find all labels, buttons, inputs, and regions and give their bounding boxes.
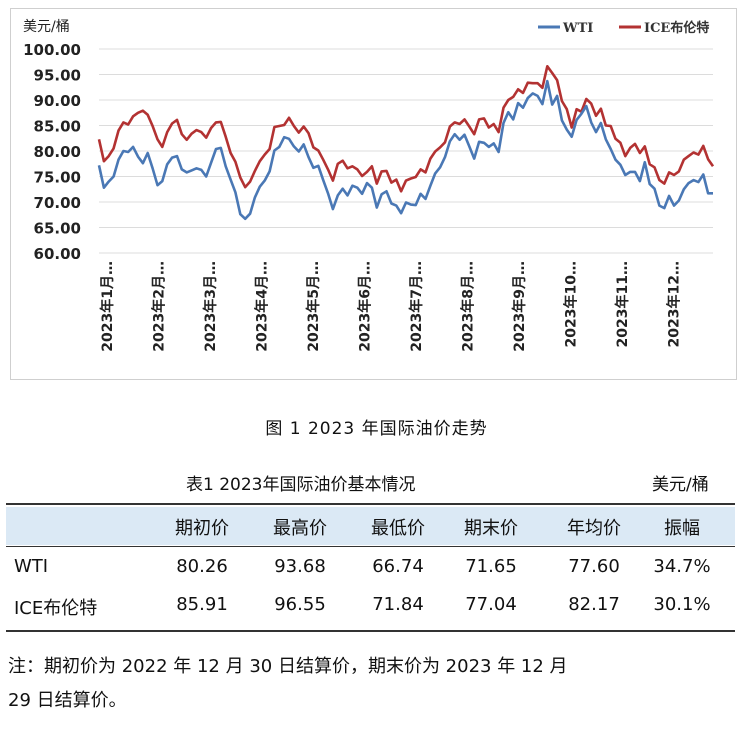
x-tick-label: 2023年3月…	[202, 261, 219, 352]
table-header-cell: 期末价	[464, 518, 518, 539]
y-tick-label: 80.00	[34, 143, 81, 161]
x-tick-label: 2023年5月…	[305, 261, 322, 352]
y-tick-label: 100.00	[23, 41, 81, 59]
table-top-rule	[6, 503, 735, 505]
table-cell: 96.55	[274, 594, 326, 615]
y-tick-label: 60.00	[34, 245, 81, 263]
x-tick-label: 2023年6月…	[357, 261, 374, 352]
table-row-label: WTI	[14, 556, 49, 577]
table-header-cell: 年均价	[567, 518, 621, 539]
table-cell: 66.74	[372, 556, 424, 577]
table-cell: 80.26	[176, 556, 228, 577]
table-cell: 34.7%	[653, 556, 711, 577]
y-tick-label: 65.00	[34, 220, 81, 238]
x-tick-label: 2023年9月…	[511, 261, 528, 352]
table-header-rule	[6, 546, 735, 547]
legend-label: ICE布伦特	[644, 20, 709, 36]
table-bottom-rule	[6, 630, 735, 632]
table-header-cell: 期初价	[175, 518, 229, 539]
x-tick-label: 2023年7月…	[408, 261, 425, 352]
oil-price-line-chart: 60.00 65.00 70.00 75.00 80.00 85.00 90.00 95.00…	[23, 19, 715, 352]
x-tick-label: 2023年11…	[614, 261, 631, 347]
figure-caption: 图 1 2023 年国际油价走势	[265, 419, 488, 439]
table-header-cell: 最高价	[273, 518, 327, 539]
table-header-row	[6, 507, 735, 545]
x-tick-label: 2023年12…	[666, 261, 683, 347]
y-tick-label: 90.00	[34, 92, 81, 110]
table-cell: 30.1%	[653, 594, 711, 615]
table-title: 表1 2023年国际油价基本情况	[186, 475, 416, 495]
x-tick-label: 2023年10…	[563, 261, 580, 347]
table-cell: 85.91	[176, 594, 228, 615]
y-tick-label: 95.00	[34, 67, 81, 85]
y-tick-label: 70.00	[34, 194, 81, 212]
y-tick-label: 85.00	[34, 118, 81, 136]
series-line-brent	[97, 64, 715, 193]
x-tick-label: 2023年8月…	[460, 261, 477, 352]
table-cell: 71.65	[465, 556, 517, 577]
table-unit: 美元/桶	[652, 475, 709, 495]
table-cell: 77.60	[568, 556, 620, 577]
table-note: 注：期初价为 2022 年 12 月 30 日结算价，期末价为 2023 年 1…	[8, 650, 743, 718]
note-line-2: 29 日结算价。	[8, 690, 127, 711]
chart-panel: 60.00 65.00 70.00 75.00 80.00 85.00 90.00 95.00…	[10, 8, 737, 380]
y-axis-label: 美元/桶	[23, 19, 70, 35]
x-tick-label: 2023年4月…	[254, 261, 271, 352]
table-cell: 71.84	[372, 594, 424, 615]
legend-label: WTI	[562, 21, 593, 36]
table-cell: 77.04	[465, 594, 517, 615]
x-tick-label: 2023年2月…	[151, 261, 168, 352]
x-tick-label: 2023年1月…	[99, 261, 116, 352]
series-line-wti	[97, 79, 713, 221]
y-tick-label: 75.00	[34, 169, 81, 187]
table-cell: 93.68	[274, 556, 326, 577]
table-cell: 82.17	[568, 594, 620, 615]
note-line-1: 注：期初价为 2022 年 12 月 30 日结算价，期末价为 2023 年 1…	[8, 656, 568, 677]
table-header-cell: 最低价	[371, 518, 425, 539]
table-row-label: ICE布伦特	[14, 598, 98, 619]
table-header-cell: 振幅	[664, 518, 700, 539]
